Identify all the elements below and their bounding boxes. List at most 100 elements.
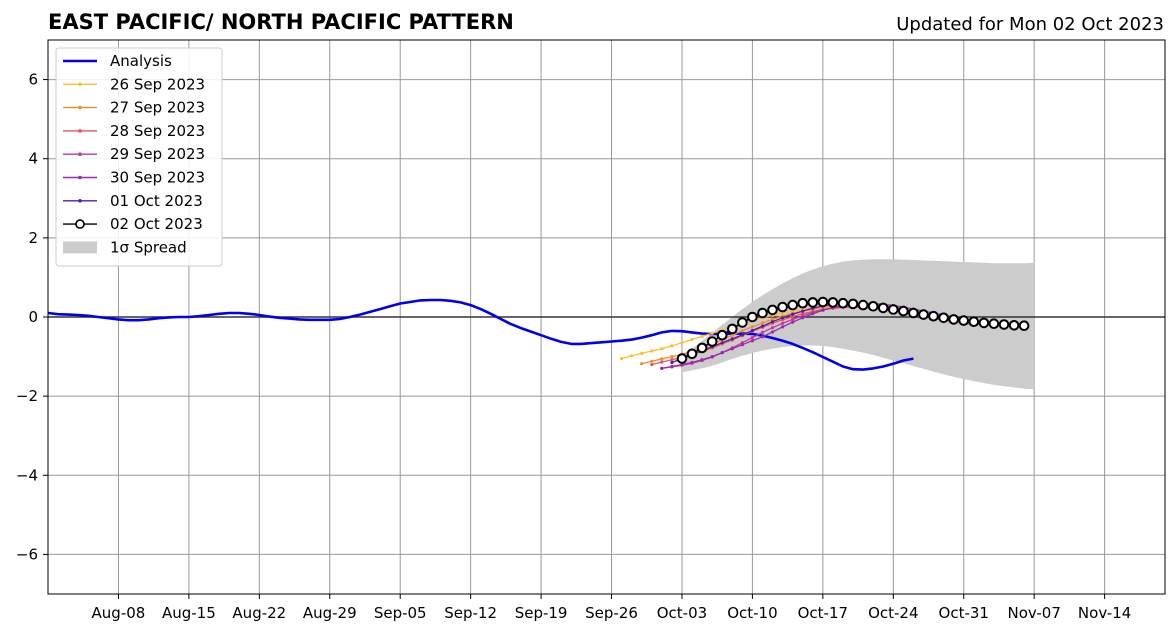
forecast-point bbox=[801, 309, 805, 313]
forecast-point bbox=[760, 321, 765, 325]
main-forecast-point bbox=[938, 312, 949, 324]
x-tick-label: Aug-15 bbox=[162, 604, 216, 622]
main-forecast-point bbox=[827, 297, 839, 308]
forecast-point bbox=[760, 335, 765, 339]
main-forecast-point bbox=[727, 323, 738, 335]
forecast-point bbox=[791, 312, 795, 316]
forecast-point bbox=[670, 344, 674, 348]
forecast-point bbox=[670, 360, 674, 365]
forecast-point bbox=[650, 362, 654, 367]
y-tick-label: 4 bbox=[28, 150, 38, 168]
forecast-point bbox=[791, 315, 795, 319]
main-forecast-point bbox=[747, 311, 758, 323]
legend-label: 26 Sep 2023 bbox=[110, 75, 205, 93]
main-forecast-point bbox=[767, 304, 778, 316]
legend-marker bbox=[78, 199, 82, 203]
updated-label: Updated for Mon 02 Oct 2023 bbox=[896, 14, 1164, 35]
legend-swatch bbox=[63, 241, 97, 254]
forecast-point bbox=[700, 334, 704, 338]
forecast-point bbox=[770, 330, 775, 334]
y-axis: −6 −4 −2 0 2 4 6 bbox=[16, 71, 48, 563]
forecast-point bbox=[700, 358, 704, 362]
y-tick-label: −4 bbox=[16, 466, 38, 484]
x-tick-label: Sep-12 bbox=[444, 604, 497, 622]
main-forecast-point bbox=[787, 299, 799, 311]
x-tick-label: Oct-03 bbox=[657, 604, 707, 622]
analysis-line bbox=[47, 298, 914, 371]
legend-label: 28 Sep 2023 bbox=[110, 122, 205, 140]
main-forecast-point bbox=[968, 316, 980, 328]
x-tick-label: Sep-19 bbox=[515, 604, 568, 622]
x-tick-label: Oct-17 bbox=[798, 604, 848, 622]
legend-label: 27 Sep 2023 bbox=[110, 99, 205, 117]
forecast-point bbox=[640, 362, 644, 366]
forecast-point bbox=[690, 360, 694, 365]
forecast-point bbox=[660, 366, 664, 370]
legend-label: 29 Sep 2023 bbox=[110, 145, 205, 163]
forecast-point bbox=[730, 347, 734, 351]
main-forecast-point bbox=[696, 342, 708, 354]
main-forecast-point bbox=[867, 301, 879, 312]
legend-entry: 02 Oct 2023 bbox=[63, 215, 203, 233]
legend-entry: 27 Sep 2023 bbox=[63, 99, 205, 117]
forecast-point bbox=[660, 347, 664, 351]
main-forecast-point bbox=[716, 329, 728, 341]
y-tick-label: −2 bbox=[16, 387, 38, 405]
main-forecast-layer bbox=[676, 296, 1030, 364]
forecast-point bbox=[710, 355, 714, 359]
x-tick-label: Nov-07 bbox=[1007, 604, 1060, 622]
legend-label: 01 Oct 2023 bbox=[110, 192, 203, 210]
main-forecast-point bbox=[898, 305, 909, 317]
forecast-point bbox=[770, 317, 775, 321]
main-forecast-point bbox=[706, 336, 718, 347]
forecast-point bbox=[670, 364, 674, 369]
x-tick-label: Sep-26 bbox=[585, 604, 638, 622]
main-forecast-point bbox=[908, 307, 919, 319]
main-forecast-point bbox=[877, 302, 889, 314]
forecast-point bbox=[640, 351, 644, 355]
main-forecast-point bbox=[777, 301, 788, 313]
forecast-point bbox=[740, 329, 745, 333]
legend-marker bbox=[78, 175, 82, 180]
legend-entry: 1σ Spread bbox=[63, 238, 187, 256]
legend-entry: 30 Sep 2023 bbox=[63, 169, 205, 187]
main-forecast-point bbox=[737, 317, 748, 328]
forecast-point bbox=[650, 349, 654, 353]
forecast-point bbox=[690, 338, 694, 342]
forecast-point bbox=[791, 320, 795, 324]
x-tick-label: Oct-10 bbox=[727, 604, 777, 622]
legend-label: 02 Oct 2023 bbox=[110, 215, 203, 233]
main-forecast-point bbox=[928, 310, 939, 322]
main-forecast-point bbox=[837, 297, 849, 309]
forecast-point bbox=[801, 316, 805, 320]
legend-label: 30 Sep 2023 bbox=[110, 169, 205, 187]
main-forecast-point bbox=[757, 307, 768, 319]
x-tick-label: Aug-22 bbox=[232, 604, 286, 622]
chart-title: EAST PACIFIC/ NORTH PACIFIC PATTERN bbox=[48, 10, 514, 34]
main-forecast-point bbox=[676, 353, 688, 364]
legend-marker bbox=[78, 82, 82, 87]
spread-band bbox=[682, 259, 1035, 390]
forecast-point bbox=[760, 330, 765, 334]
legend-marker bbox=[78, 105, 82, 110]
legend-marker bbox=[78, 152, 82, 156]
main-forecast-point bbox=[948, 314, 960, 325]
forecast-point bbox=[670, 358, 674, 362]
forecast-point bbox=[781, 316, 785, 320]
forecast-point bbox=[630, 354, 634, 358]
forecast-point bbox=[750, 328, 755, 333]
main-forecast-point bbox=[988, 318, 1000, 330]
y-tick-label: 6 bbox=[28, 71, 38, 89]
legend: Analysis 26 Sep 2023 27 Sep 2023 28 Sep 202… bbox=[55, 47, 223, 267]
forecast-point bbox=[791, 317, 795, 321]
spread-layer bbox=[682, 259, 1035, 390]
forecast-point bbox=[660, 357, 664, 361]
forecast-point bbox=[670, 355, 674, 359]
forecast-point bbox=[720, 351, 724, 355]
main-forecast-point bbox=[978, 317, 990, 329]
legend-entry: Analysis bbox=[63, 52, 172, 70]
forecast-point bbox=[620, 357, 624, 361]
y-tick-label: 0 bbox=[28, 308, 38, 326]
forecast-point bbox=[760, 324, 765, 328]
